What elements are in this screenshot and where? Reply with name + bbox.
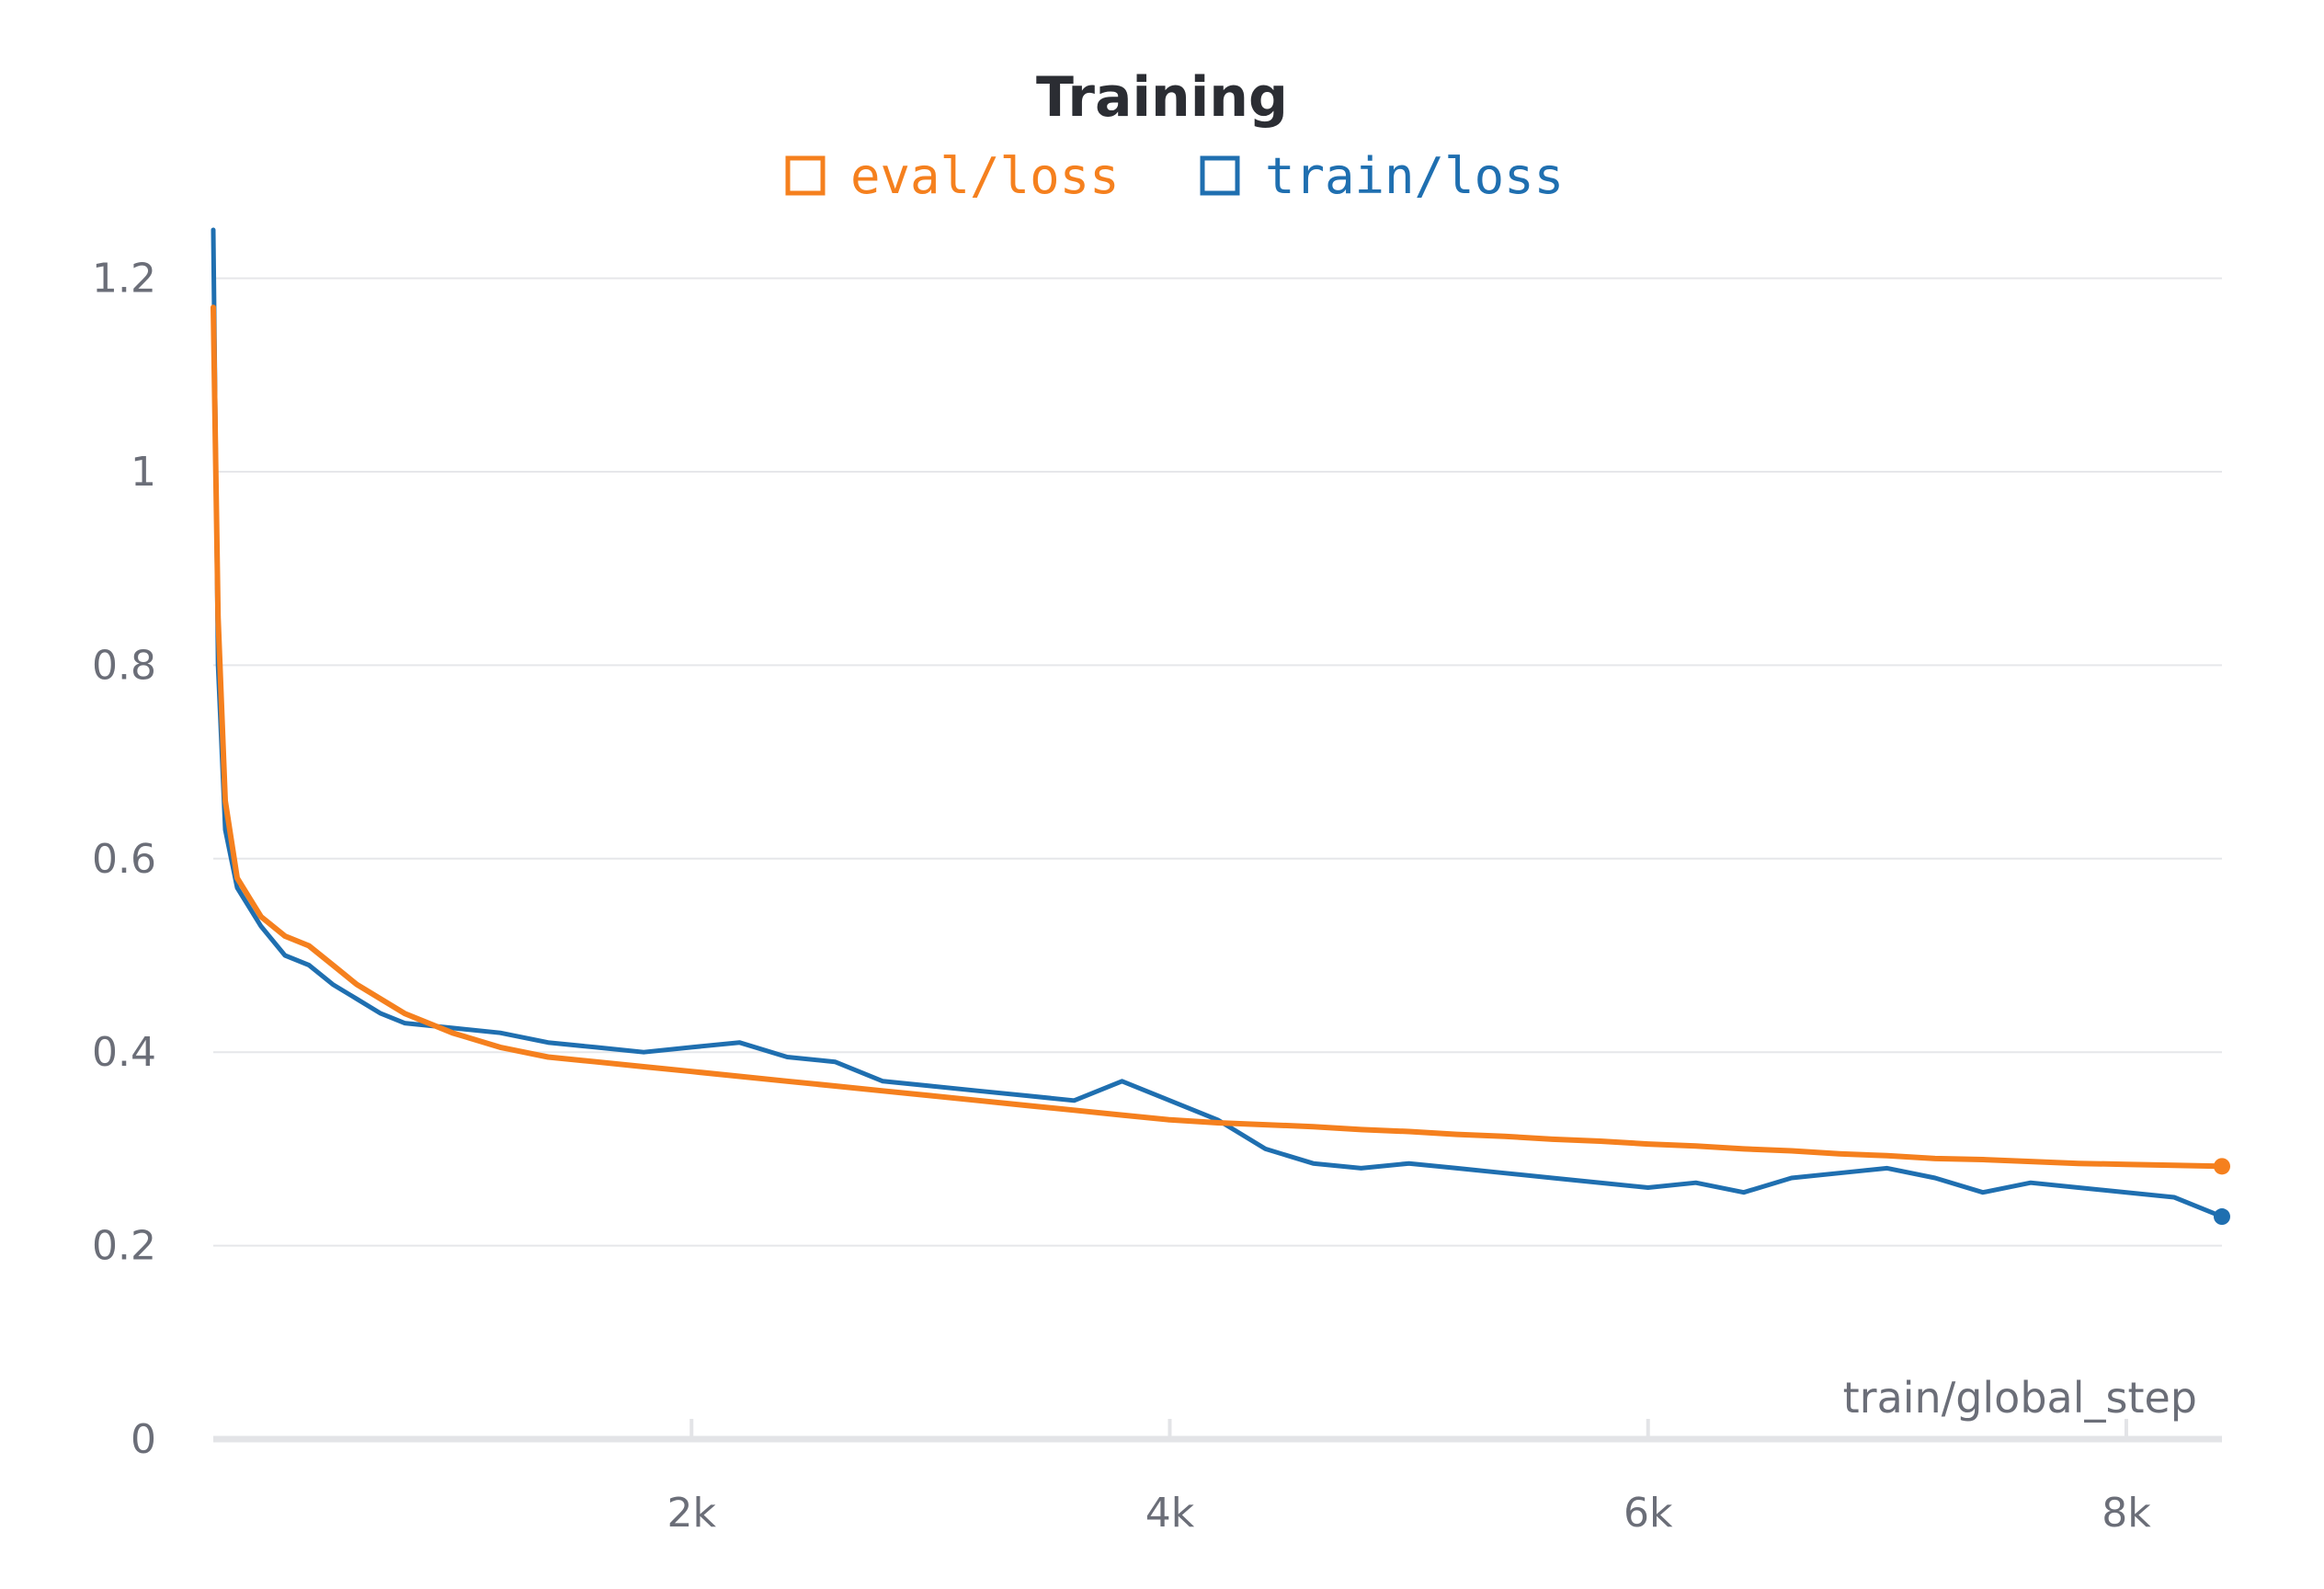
y-tick-label: 1.2 <box>92 256 156 303</box>
chart-title: Training <box>1036 65 1288 130</box>
x-tick-label: 4k <box>1145 1490 1195 1537</box>
legend-item-eval-loss[interactable]: eval/loss <box>785 147 1120 205</box>
series-line-train-loss[interactable] <box>211 227 2225 1219</box>
gridlines <box>213 277 2222 1247</box>
legend-label-eval-loss: eval/loss <box>850 147 1120 205</box>
series-endpoint-eval-loss <box>2214 1158 2230 1175</box>
y-tick-label: 0 <box>131 1416 156 1463</box>
x-tick-label: 8k <box>2102 1490 2151 1537</box>
legend-swatch-eval-loss <box>785 155 826 196</box>
y-axis-ticks: 0 0.2 0.4 0.6 0.8 1 1.2 <box>92 256 156 1463</box>
y-tick-label: 0.2 <box>92 1223 156 1270</box>
legend-swatch-train-loss <box>1200 155 1240 196</box>
series-endpoint-train-loss <box>2214 1208 2230 1226</box>
legend-item-train-loss[interactable]: train/loss <box>1200 147 1564 205</box>
x-tick-label: 6k <box>1623 1490 1673 1537</box>
y-tick-label: 1 <box>131 449 156 496</box>
y-tick-label: 0.6 <box>92 836 156 883</box>
y-tick-label: 0.4 <box>92 1029 156 1076</box>
series-layer <box>211 227 2230 1226</box>
legend-label-train-loss: train/loss <box>1265 147 1564 205</box>
x-tick-label: 2k <box>666 1490 716 1537</box>
series-line-eval-loss[interactable] <box>211 304 2225 1170</box>
x-axis-ticks: 2k 4k 6k 8k <box>666 1419 2151 1537</box>
x-axis-label: train/global_step <box>1843 1373 2197 1423</box>
legend: eval/loss train/loss <box>785 147 1564 205</box>
y-tick-label: 0.8 <box>92 642 156 689</box>
